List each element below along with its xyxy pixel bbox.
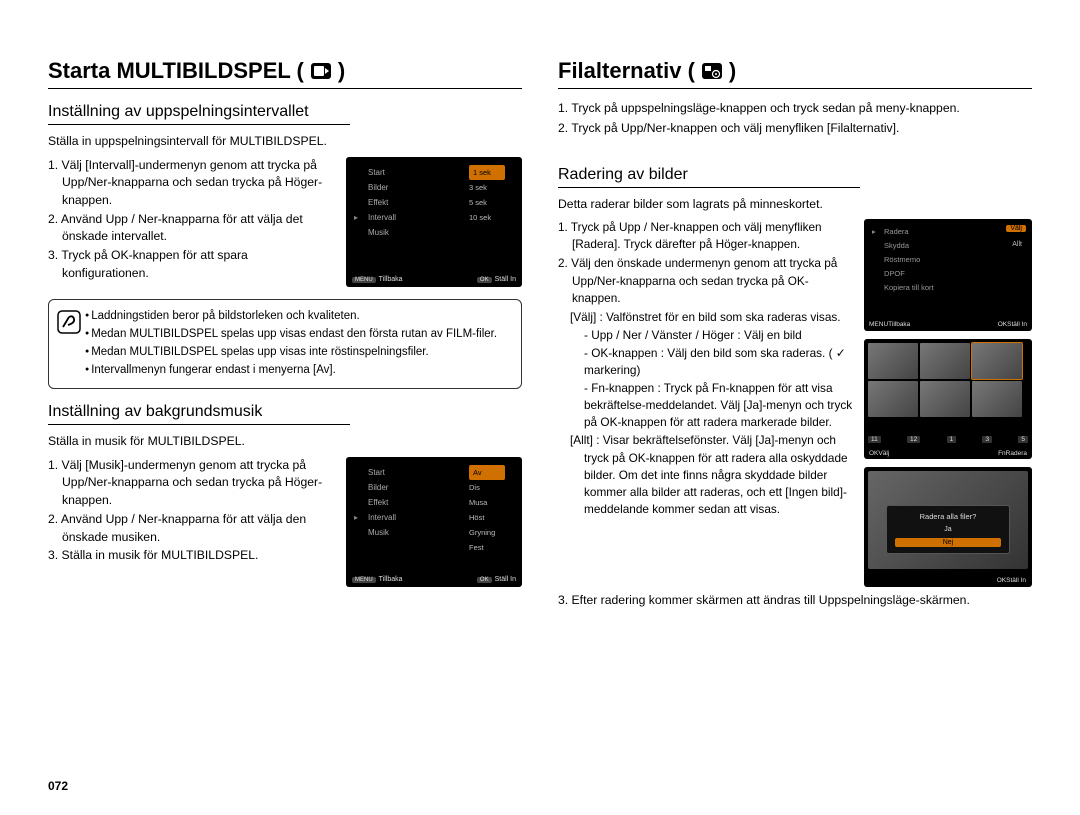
lcd-option: 3 sek — [466, 180, 514, 195]
lcd-option-selected: Av — [469, 465, 505, 480]
note-item: Intervallmenyn fungerar endast i menyern… — [85, 362, 497, 378]
title-text-left: Starta MULTIBILDSPEL ( — [48, 58, 304, 84]
music-step-3: 3. Ställa in musik för MULTIBILDSPEL. — [48, 547, 336, 565]
lcd-option: Höst — [466, 510, 514, 525]
thumbnail — [868, 381, 918, 417]
thumb-count: 5 — [1018, 436, 1028, 443]
music-steps: 1. Välj [Musik]-undermenyn genom att try… — [48, 457, 336, 566]
lcd-menu-item: Musik — [346, 225, 522, 240]
section-delete-heading: Radering av bilder — [558, 166, 860, 188]
interval-step-1: 1. Välj [Intervall]-undermenyn genom att… — [48, 157, 336, 210]
file-options-icon — [701, 62, 723, 80]
title-text-right: Filalternativ ( — [558, 58, 695, 84]
delete-sub-valj-head: [Välj] : Valfönstret för en bild som ska… — [558, 309, 854, 326]
music-step-2: 2. Använd Upp / Ner-knapparna för att vä… — [48, 511, 336, 546]
lcd-option: Gryning — [466, 525, 514, 540]
section-interval-heading: Inställning av uppspelningsintervallet — [48, 103, 350, 125]
left-column: Starta MULTIBILDSPEL ( ) Inställning av … — [48, 58, 522, 612]
left-main-title: Starta MULTIBILDSPEL ( ) — [48, 58, 522, 89]
music-step-1: 1. Välj [Musik]-undermenyn genom att try… — [48, 457, 336, 510]
note-item: Medan MULTIBILDSPEL spelas upp visas end… — [85, 326, 497, 342]
top-step-2: 2. Tryck på Upp/Ner-knappen och välj men… — [558, 119, 1032, 137]
thumbnail-selected — [972, 343, 1022, 379]
lcd-tag: MENU — [352, 577, 376, 583]
lcd-tag: MENU — [869, 321, 888, 328]
lcd-bottom-right: Ställ In — [1006, 577, 1026, 584]
delete-intro: Detta raderar bilder som lagrats på minn… — [558, 196, 1032, 214]
lcd-tag: OK — [998, 321, 1007, 328]
delete-sub-valj-3: - Fn-knappen : Tryck på Fn-knappen för a… — [558, 380, 854, 431]
title-close-left: ) — [338, 58, 345, 84]
lcd-option-selected: 1 sek — [469, 165, 505, 180]
lcd-tag: MENU — [352, 277, 376, 283]
lcd-option: Musa — [466, 495, 514, 510]
delete-sub-valj-1: - Upp / Ner / Vänster / Höger : Välj en … — [558, 327, 854, 344]
lcd-option: 10 sek — [466, 210, 514, 225]
confirm-yes: Ja — [895, 525, 1001, 534]
lcd-bottom-right: Ställ In — [1007, 321, 1027, 328]
lcd-menu-item: Skydda — [864, 239, 1032, 253]
lcd-option: 5 sek — [466, 195, 514, 210]
note-box: Laddningstiden beror på bildstorleken oc… — [48, 299, 522, 389]
lcd-music: Start Bilder Effekt Intervall Musik Av D… — [346, 457, 522, 587]
interval-step-2: 2. Använd Upp / Ner-knapparna för att vä… — [48, 211, 336, 246]
lcd-bottom-right: Ställ In — [495, 576, 516, 583]
lcd-menu-item: DPOF — [864, 267, 1032, 281]
top-step-1: 1. Tryck på uppspelningsläge-knappen och… — [558, 99, 1032, 117]
title-close-right: ) — [729, 58, 736, 84]
lcd-option: Dis — [466, 480, 514, 495]
interval-intro: Ställa in uppspelningsintervall för MULT… — [48, 133, 522, 151]
thumbnail — [972, 381, 1022, 417]
delete-sub-valj-2: - OK-knappen : Välj den bild som ska rad… — [558, 345, 854, 379]
lcd-interval: Start Bilder Effekt Intervall Musik 1 se… — [346, 157, 522, 287]
lcd-menu-item: Kopiera till kort — [864, 281, 1032, 295]
confirm-question: Radera alla filer? — [895, 512, 1001, 521]
delete-step-1: 1. Tryck på Upp / Ner-knappen och välj m… — [558, 219, 854, 253]
right-column: Filalternativ ( ) 1. Tryck på uppspelnin… — [558, 58, 1032, 612]
lcd-tag: OK — [477, 577, 492, 583]
thumbnail — [920, 343, 970, 379]
thumb-count: 11 — [868, 436, 881, 443]
note-item: Laddningstiden beror på bildstorleken oc… — [85, 308, 497, 324]
lcd-option: Allt — [1008, 241, 1026, 248]
thumb-count: 3 — [982, 436, 992, 443]
lcd-bottom-right: Radera — [1006, 450, 1027, 457]
music-intro: Ställa in musik för MULTIBILDSPEL. — [48, 433, 522, 451]
confirm-no: Nej — [895, 538, 1001, 547]
lcd-option: Fest — [466, 540, 514, 555]
thumbnail — [920, 381, 970, 417]
lcd-tag: OK — [477, 277, 492, 283]
lcd-option-selected: Välj — [1006, 225, 1026, 232]
thumbnail — [868, 343, 918, 379]
lcd-confirm: Radera alla filer? Ja Nej OKStäll In — [864, 467, 1032, 587]
delete-text-block: 1. Tryck på Upp / Ner-knappen och välj m… — [558, 219, 854, 519]
slideshow-icon — [310, 62, 332, 80]
lcd-menu-item: Röstmemo — [864, 253, 1032, 267]
lcd-bottom-left: Tillbaka — [379, 576, 403, 583]
note-icon — [57, 308, 85, 380]
delete-step-3: 3. Efter radering kommer skärmen att änd… — [558, 591, 1032, 609]
lcd-bottom-right: Ställ In — [495, 276, 516, 283]
lcd-thumbnails: 11 12 1 3 5 OKVälj FnRadera — [864, 339, 1032, 459]
note-item: Medan MULTIBILDSPEL spelas upp visas int… — [85, 344, 497, 360]
lcd-tag: OK — [997, 577, 1006, 584]
interval-steps: 1. Välj [Intervall]-undermenyn genom att… — [48, 157, 336, 284]
lcd-tag: Fn — [998, 450, 1006, 457]
delete-sub-allt: [Allt] : Visar bekräftelsefönster. Välj … — [558, 432, 854, 517]
right-main-title: Filalternativ ( ) — [558, 58, 1032, 89]
lcd-bottom-left: Tillbaka — [379, 276, 403, 283]
page-number: 072 — [48, 779, 68, 793]
thumb-count: 12 — [907, 436, 920, 443]
thumb-count: 1 — [947, 436, 957, 443]
section-music-heading: Inställning av bakgrundsmusik — [48, 403, 350, 425]
delete-step-2: 2. Välj den önskade undermenyn genom att… — [558, 255, 854, 306]
lcd-delete-menu: Radera Skydda Röstmemo DPOF Kopiera till… — [864, 219, 1032, 331]
lcd-tag: OK — [869, 450, 878, 457]
lcd-bottom-left: Tillbaka — [888, 321, 910, 328]
interval-step-3: 3. Tryck på OK-knappen för att spara kon… — [48, 247, 336, 282]
lcd-bottom-left: Välj — [878, 450, 889, 457]
